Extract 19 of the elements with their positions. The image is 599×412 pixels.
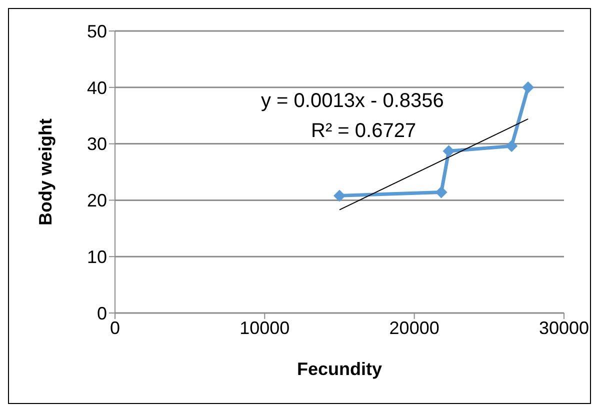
- x-tick-label: 0: [110, 318, 120, 338]
- y-tick-label: 40: [86, 78, 107, 98]
- y-tick-label: 0: [96, 303, 107, 324]
- y-tick-label: 50: [86, 21, 107, 42]
- annotation: y = 0.0013x - 0.8356: [261, 90, 444, 112]
- y-axis-title: Body weight: [35, 118, 56, 226]
- point: [334, 190, 346, 202]
- y-tick-label: 20: [86, 190, 107, 211]
- x-axis-title: Fecundity: [296, 359, 382, 379]
- point: [435, 186, 448, 198]
- y-tick-label: 30: [86, 134, 107, 154]
- x-tick-label: 10000: [240, 318, 290, 338]
- point: [506, 140, 518, 152]
- point: [442, 145, 455, 158]
- x-tick-label: 30000: [538, 318, 590, 338]
- point: [522, 81, 534, 94]
- x-tick-label: 20000: [389, 318, 440, 338]
- y-tick-label: 10: [86, 246, 107, 267]
- annotation: R² = 0.6727: [311, 120, 416, 142]
